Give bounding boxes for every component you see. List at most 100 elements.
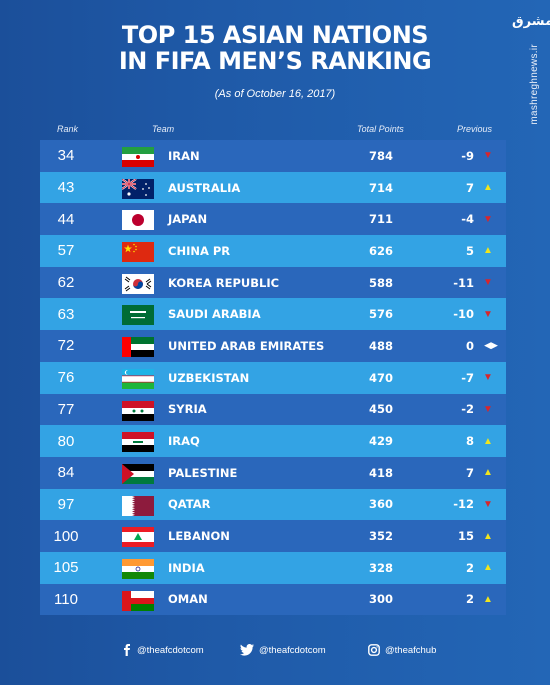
previous-change-cell: 15 bbox=[457, 529, 474, 544]
points-cell: 352 bbox=[368, 529, 393, 544]
arrow-up-icon: ▲ bbox=[483, 562, 493, 574]
points-cell: 626 bbox=[368, 243, 393, 258]
india-flag-icon bbox=[122, 558, 154, 579]
rank-cell: 97 bbox=[57, 495, 75, 513]
rank-cell: 77 bbox=[57, 400, 75, 418]
team-cell: KOREA REPUBLIC bbox=[168, 275, 280, 290]
previous-change-cell: 7 bbox=[465, 180, 474, 195]
iran-flag-icon bbox=[122, 147, 154, 167]
header-team: Team bbox=[152, 124, 175, 134]
oman-flag-icon bbox=[122, 590, 154, 611]
china-flag-icon bbox=[122, 242, 154, 263]
team-cell: PALESTINE bbox=[168, 465, 238, 480]
points-cell: 588 bbox=[368, 275, 393, 290]
previous-change-cell: -2 bbox=[461, 402, 474, 417]
points-cell: 576 bbox=[368, 307, 393, 322]
points-cell: 429 bbox=[368, 434, 393, 449]
table-row: 80 IRAQ 429 8 ▲ bbox=[40, 425, 506, 457]
team-cell: UNITED ARAB EMIRATES bbox=[168, 338, 325, 353]
twitter-link[interactable]: @theafcdotcom bbox=[240, 644, 326, 656]
instagram-link[interactable]: @theafchub bbox=[368, 644, 436, 656]
arrow-down-icon: ▼ bbox=[483, 150, 493, 162]
table-row: 77 SYRIA 450 -2 ▼ bbox=[40, 393, 506, 426]
table-row: 72 UNITED ARAB EMIRATES 488 0 ◀▶ bbox=[40, 330, 506, 362]
team-cell: LEBANON bbox=[168, 529, 230, 544]
table-row: 57 CHINA PR 626 5 ▲ bbox=[40, 235, 506, 267]
previous-change-cell: 8 bbox=[465, 434, 474, 449]
arrow-down-icon: ▼ bbox=[483, 372, 493, 384]
korea-flag-icon bbox=[122, 273, 154, 294]
twitter-icon bbox=[240, 644, 254, 656]
subtitle: (As of October 16, 2017) bbox=[214, 88, 336, 100]
table-row: 44 JAPAN 711 -4 ▼ bbox=[40, 203, 506, 236]
points-cell: 488 bbox=[368, 338, 393, 353]
team-cell: SAUDI ARABIA bbox=[168, 307, 261, 322]
points-cell: 300 bbox=[368, 592, 393, 607]
footer: @theafcdotcom @theafcdotcom @theafchub bbox=[0, 644, 550, 664]
rank-cell: 57 bbox=[57, 242, 75, 260]
syria-flag-icon bbox=[122, 400, 154, 421]
team-cell: UZBEKISTAN bbox=[168, 370, 250, 385]
previous-change-cell: 2 bbox=[465, 560, 474, 575]
team-cell: QATAR bbox=[168, 497, 211, 512]
team-cell: IRAQ bbox=[168, 434, 200, 449]
rank-cell: 100 bbox=[53, 527, 79, 545]
arrow-up-icon: ▲ bbox=[483, 467, 493, 479]
previous-change-cell: 5 bbox=[465, 243, 474, 258]
japan-flag-icon bbox=[122, 210, 154, 231]
previous-change-cell: -11 bbox=[453, 275, 474, 290]
table-row: 100 LEBANON 352 15 ▲ bbox=[40, 520, 506, 552]
arrow-down-icon: ▼ bbox=[483, 308, 493, 320]
table-row: 43 AUSTRALIA 714 7 ▲ bbox=[40, 171, 506, 204]
previous-change-cell: -12 bbox=[453, 497, 474, 512]
title-line-2: IN FIFA MEN’S RANKING bbox=[118, 47, 432, 75]
instagram-handle: @theafchub bbox=[385, 644, 437, 656]
team-cell: AUSTRALIA bbox=[168, 180, 241, 195]
arrow-down-icon: ▼ bbox=[483, 277, 493, 289]
table-row: 62 KOREA REPUBLIC 588 -11 ▼ bbox=[40, 266, 506, 299]
rank-cell: 84 bbox=[57, 464, 75, 482]
uzbekistan-flag-icon bbox=[122, 368, 154, 389]
table-row: 105 INDIA 328 2 ▲ bbox=[40, 551, 506, 584]
points-cell: 360 bbox=[368, 497, 393, 512]
facebook-link[interactable]: @theafcdotcom bbox=[122, 644, 204, 656]
header-previous: Previous bbox=[457, 124, 493, 134]
arrow-left-right-icon: ◀▶ bbox=[484, 340, 498, 351]
lebanon-flag-icon bbox=[122, 527, 154, 548]
team-cell: INDIA bbox=[168, 560, 205, 575]
points-cell: 328 bbox=[368, 560, 393, 575]
team-cell: IRAN bbox=[168, 148, 200, 163]
previous-change-cell: 7 bbox=[465, 465, 474, 480]
arrow-down-icon: ▼ bbox=[483, 213, 493, 225]
australia-flag-icon bbox=[122, 178, 154, 199]
rank-cell: 43 bbox=[57, 179, 75, 197]
qatar-flag-icon bbox=[122, 495, 154, 516]
facebook-handle: @theafcdotcom bbox=[137, 644, 204, 656]
arrow-up-icon: ▲ bbox=[483, 530, 493, 542]
rank-cell: 105 bbox=[53, 559, 79, 577]
rank-cell: 72 bbox=[57, 337, 75, 355]
previous-change-cell: -7 bbox=[461, 370, 474, 385]
twitter-handle: @theafcdotcom bbox=[259, 644, 326, 656]
rank-cell: 76 bbox=[57, 369, 75, 387]
saudi-flag-icon bbox=[122, 305, 154, 326]
team-cell: CHINA PR bbox=[168, 243, 231, 258]
points-cell: 470 bbox=[368, 370, 393, 385]
instagram-icon bbox=[368, 644, 380, 656]
header-points: Total Points bbox=[357, 124, 404, 134]
rank-cell: 80 bbox=[57, 432, 75, 450]
header-rank: Rank bbox=[57, 124, 79, 134]
rank-cell: 63 bbox=[57, 305, 75, 323]
team-cell: JAPAN bbox=[168, 212, 208, 227]
arrow-up-icon: ▲ bbox=[483, 593, 493, 605]
table-row: 34 IRAN 784 -9 ▼ bbox=[40, 140, 506, 172]
arrow-up-icon: ▲ bbox=[483, 182, 493, 194]
previous-change-cell: -4 bbox=[461, 212, 474, 227]
rank-cell: 110 bbox=[54, 590, 78, 608]
rank-cell: 44 bbox=[57, 210, 75, 228]
facebook-icon bbox=[124, 644, 130, 656]
iraq-flag-icon bbox=[122, 432, 154, 453]
points-cell: 784 bbox=[368, 148, 393, 163]
arrow-up-icon: ▲ bbox=[483, 435, 493, 447]
rank-cell: 34 bbox=[57, 147, 75, 165]
